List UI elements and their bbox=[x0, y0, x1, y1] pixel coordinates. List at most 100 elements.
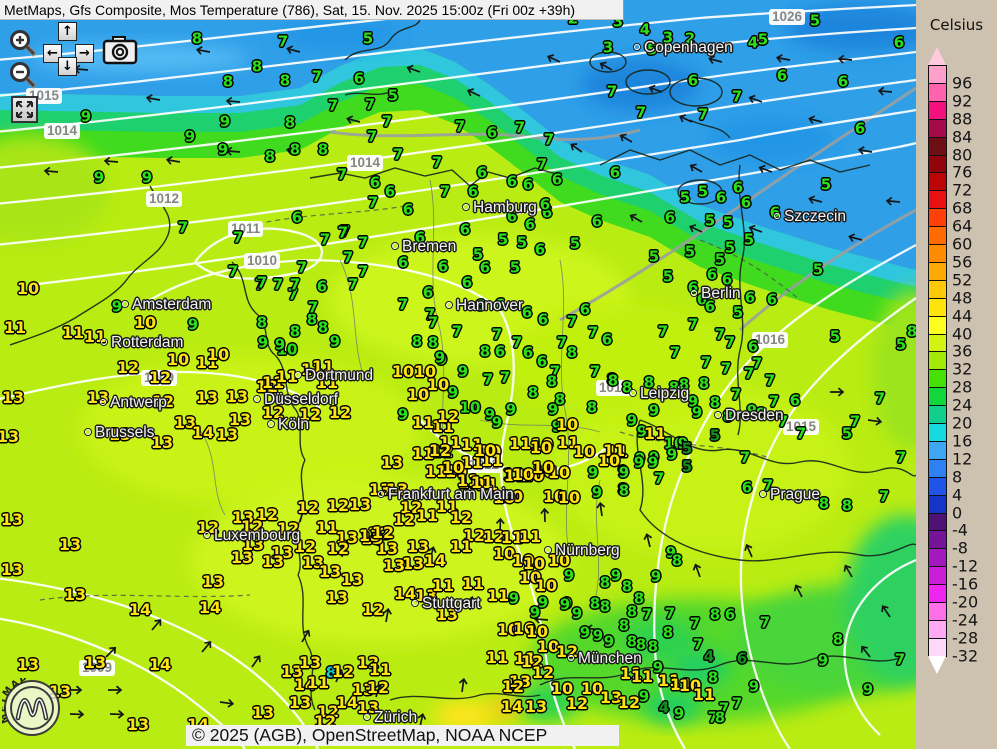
temp-value: 9 bbox=[746, 401, 758, 420]
zoom-in-button[interactable] bbox=[8, 28, 40, 63]
temp-value: 4 bbox=[747, 33, 759, 52]
temp-value: 5 bbox=[684, 242, 696, 261]
legend-tick-label: -16 bbox=[952, 574, 979, 594]
isobar-label: 1009 bbox=[141, 370, 178, 386]
temp-value: 12 bbox=[328, 403, 352, 422]
temp-value: 8 bbox=[698, 374, 710, 393]
isobar-label: 1016 bbox=[752, 332, 789, 348]
legend-tick-label: 84 bbox=[952, 127, 973, 147]
temp-value: 7 bbox=[762, 476, 774, 495]
temp-value: 6 bbox=[740, 193, 752, 212]
temp-value: 13 bbox=[195, 388, 219, 407]
temp-value: 13 bbox=[241, 535, 265, 554]
temp-value: 10 bbox=[133, 313, 157, 332]
temp-value: 11 bbox=[461, 574, 485, 593]
camera-icon bbox=[102, 36, 138, 65]
temp-value: 6 bbox=[437, 257, 449, 276]
temp-value: 6 bbox=[353, 69, 365, 88]
temp-value: 13 bbox=[414, 586, 438, 605]
temp-value: 6 bbox=[397, 253, 409, 272]
pan-down-button[interactable]: ↓ bbox=[58, 57, 77, 76]
temp-value: 8 bbox=[643, 373, 655, 392]
temp-value: 6 bbox=[459, 220, 471, 239]
fullscreen-button[interactable] bbox=[11, 96, 38, 123]
city-marker bbox=[463, 204, 469, 210]
city-marker bbox=[568, 655, 574, 661]
city-label: Brussels bbox=[85, 424, 154, 442]
legend-swatch bbox=[928, 190, 947, 210]
temp-value: 13 bbox=[340, 570, 364, 589]
wind-arrow-icon bbox=[417, 712, 427, 728]
temp-value: 9 bbox=[687, 392, 699, 411]
temp-value: 7 bbox=[499, 368, 511, 387]
legend-tick-label: 40 bbox=[952, 324, 973, 343]
zoom-out-button[interactable] bbox=[8, 60, 40, 95]
temp-value: 8 bbox=[411, 332, 423, 351]
isobar-label: 1012 bbox=[466, 457, 503, 473]
wind-arrow-icon bbox=[301, 629, 311, 643]
temp-value: 8 bbox=[289, 140, 301, 159]
temp-value: 13 bbox=[375, 539, 399, 558]
temp-value: 11 bbox=[415, 506, 439, 525]
temp-value: 10 bbox=[663, 434, 685, 453]
temp-value: 13 bbox=[215, 425, 239, 444]
temp-value: 10 bbox=[597, 451, 621, 470]
temp-value: 2 bbox=[684, 29, 696, 48]
isobar-label: 1012 bbox=[146, 191, 183, 207]
temp-value: 12 bbox=[501, 677, 525, 696]
pan-right-button[interactable]: → bbox=[75, 44, 94, 63]
temp-value: 9 bbox=[397, 405, 409, 424]
city-label: Berlin bbox=[691, 285, 741, 303]
wind-arrow-icon bbox=[643, 533, 653, 548]
attribution-text[interactable]: © 2025 (AGB), OpenStreetMap, NOAA NCEP bbox=[192, 725, 548, 745]
temp-value: 8 bbox=[818, 494, 830, 513]
wind-arrow-icon bbox=[692, 563, 702, 578]
temp-value: 13 bbox=[58, 535, 82, 554]
temp-value: 7 bbox=[743, 364, 755, 383]
snapshot-button[interactable] bbox=[102, 36, 138, 68]
temp-value: 6 bbox=[402, 200, 414, 219]
city-marker bbox=[122, 301, 128, 307]
temp-value: 6 bbox=[467, 182, 479, 201]
temp-value: 8 bbox=[662, 623, 674, 642]
legend-swatch bbox=[928, 619, 947, 639]
temp-value: 8 bbox=[279, 71, 291, 90]
wind-arrow-icon bbox=[877, 86, 893, 96]
metmaps-logo: METMAPS bbox=[2, 678, 60, 736]
city-marker bbox=[715, 412, 721, 418]
wind-arrow-icon bbox=[346, 115, 361, 124]
city-label: Prague bbox=[760, 486, 820, 504]
temp-value: 11 bbox=[456, 471, 480, 490]
temp-value: 12 bbox=[367, 524, 391, 543]
temperature-legend: Celsius 96 92 88 84 80 76 72 68 64 60 56 52 48 44 40 36… bbox=[916, 0, 997, 749]
wind-arrow-icon bbox=[467, 88, 481, 97]
temp-value: 13 bbox=[201, 572, 225, 591]
temp-value: 5 bbox=[648, 247, 660, 266]
temp-value: 10 bbox=[529, 438, 553, 457]
temp-value: 6 bbox=[601, 330, 613, 349]
temp-value: 13 bbox=[1, 388, 25, 407]
pan-left-button[interactable]: ← bbox=[43, 44, 62, 63]
temp-value: 7 bbox=[454, 117, 466, 136]
city-label: München bbox=[568, 650, 642, 668]
wind-arrow-icon bbox=[679, 114, 693, 123]
legend-swatch bbox=[928, 405, 947, 425]
pan-up-button[interactable]: ↑ bbox=[58, 22, 77, 41]
temp-value: 6 bbox=[506, 172, 518, 191]
temp-value: 13 bbox=[150, 433, 174, 452]
isobar-label: 1026 bbox=[769, 9, 806, 25]
city-label: Luxembourg bbox=[204, 527, 300, 545]
temp-value: 11 bbox=[315, 373, 339, 392]
temp-value: 13 bbox=[401, 554, 425, 573]
temp-value: 5 bbox=[362, 29, 374, 48]
isobar-label: 1011 bbox=[228, 221, 264, 237]
city-label: Szczecin bbox=[774, 208, 846, 226]
temp-value: 6 bbox=[769, 203, 781, 222]
temp-value: 11 bbox=[619, 664, 643, 683]
temp-value: 9 bbox=[579, 623, 591, 642]
temp-value: 9 bbox=[665, 543, 677, 562]
wind-arrow-icon bbox=[201, 641, 212, 653]
city-marker bbox=[630, 390, 636, 396]
temp-value: 7 bbox=[689, 614, 701, 633]
weather-map[interactable]: 1015 1014 1012 1011 1010 1014 1026 1016 1018 1015… bbox=[0, 0, 916, 749]
